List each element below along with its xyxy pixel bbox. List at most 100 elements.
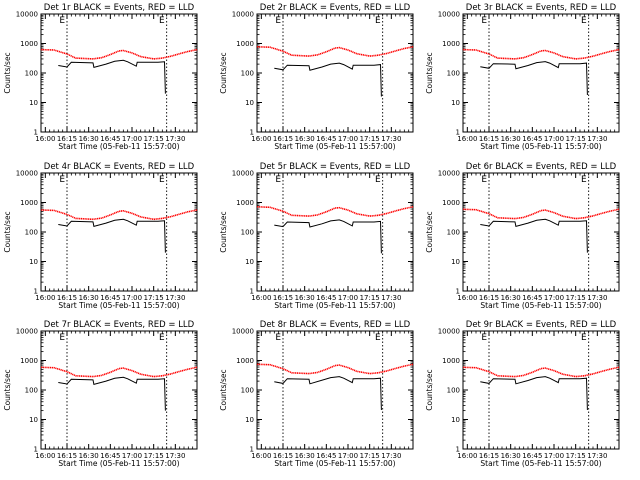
x-tick-label: 16:30: [295, 135, 315, 143]
y-tick-label: 10: [245, 258, 254, 266]
x-tick-label: 17:30: [381, 135, 401, 143]
time-marker-label: E: [581, 175, 587, 185]
y-tick-label: 1: [34, 129, 38, 137]
y-axis-label: Counts/sec: [425, 369, 434, 410]
panel-title: Det 6r BLACK = Events, RED = LLD: [466, 162, 617, 172]
panel-title: Det 8r BLACK = Events, RED = LLD: [260, 320, 411, 330]
x-tick-label: 17:00: [122, 135, 142, 143]
panel-det-4r: Det 4r BLACK = Events, RED = LLD 1 10 100 10…: [3, 162, 198, 310]
x-tick-label: 17:30: [165, 452, 185, 460]
y-tick-label: 100: [447, 387, 460, 395]
x-tick-label: 16:45: [100, 452, 120, 460]
y-tick-label: 100: [25, 229, 38, 237]
y-tick-label: 1000: [20, 199, 38, 207]
y-tick-label: 10000: [16, 11, 38, 19]
x-tick-label: 17:30: [381, 452, 401, 460]
panel-title: Det 2r BLACK = Events, RED = LLD: [260, 3, 411, 13]
y-tick-label: 10: [29, 416, 38, 424]
x-axis-label: Start Time (05-Feb-11 15:57:00): [274, 301, 395, 310]
x-tick-label: 16:30: [501, 452, 521, 460]
y-tick-label: 100: [447, 70, 460, 78]
y-tick-label: 100: [241, 70, 254, 78]
x-tick-label: 17:15: [566, 452, 586, 460]
y-tick-label: 1: [250, 129, 254, 137]
x-tick-label: 17:00: [338, 294, 358, 302]
x-tick-label: 16:45: [316, 294, 336, 302]
y-tick-label: 10000: [16, 328, 38, 336]
x-tick-label: 17:00: [338, 135, 358, 143]
time-marker-label: E: [275, 16, 281, 26]
x-tick-label: 16:00: [35, 294, 55, 302]
y-axis-label: Counts/sec: [3, 211, 12, 252]
x-tick-label: 16:30: [501, 294, 521, 302]
x-tick-label: 16:45: [100, 135, 120, 143]
y-tick-label: 10: [29, 258, 38, 266]
panel-title: Det 5r BLACK = Events, RED = LLD: [260, 162, 411, 172]
panel-det-2r: Det 2r BLACK = Events, RED = LLD 1 10 100 10…: [219, 3, 414, 151]
x-tick-label: 16:30: [501, 135, 521, 143]
x-tick-label: 17:15: [360, 294, 380, 302]
x-tick-label: 17:15: [566, 135, 586, 143]
events-series: [58, 59, 166, 94]
y-tick-label: 100: [25, 70, 38, 78]
x-tick-label: 16:45: [522, 452, 542, 460]
y-tick-label: 1000: [20, 357, 38, 365]
x-tick-label: 16:45: [522, 135, 542, 143]
x-tick-label: 16:00: [35, 135, 55, 143]
panel-det-8r: Det 8r BLACK = Events, RED = LLD 1 10 100 10…: [219, 320, 414, 468]
x-tick-label: 16:45: [522, 294, 542, 302]
x-tick-label: 16:00: [251, 135, 271, 143]
x-tick-label: 17:30: [165, 135, 185, 143]
y-tick-label: 1: [456, 446, 460, 454]
panel-title: Det 1r BLACK = Events, RED = LLD: [44, 3, 195, 13]
x-axis-label: Start Time (05-Feb-11 15:57:00): [58, 142, 179, 151]
y-axis-label: Counts/sec: [425, 52, 434, 93]
x-axis-label: Start Time (05-Feb-11 15:57:00): [274, 142, 395, 151]
time-marker-label: E: [375, 333, 381, 343]
y-tick-label: 1: [250, 288, 254, 296]
y-axis-label: Counts/sec: [219, 211, 228, 252]
y-tick-label: 1: [456, 129, 460, 137]
x-tick-label: 16:00: [35, 452, 55, 460]
y-tick-label: 100: [241, 387, 254, 395]
x-axis-label: Start Time (05-Feb-11 15:57:00): [274, 459, 395, 468]
time-marker-label: E: [581, 16, 587, 26]
x-tick-label: 17:30: [587, 135, 607, 143]
y-tick-label: 10: [245, 416, 254, 424]
plot-frame: [462, 330, 620, 450]
x-axis-label: Start Time (05-Feb-11 15:57:00): [58, 459, 179, 468]
x-tick-label: 16:45: [316, 135, 336, 143]
x-tick-label: 17:00: [338, 452, 358, 460]
time-marker-label: E: [159, 16, 165, 26]
lld-series: [40, 209, 198, 221]
y-tick-label: 1000: [236, 357, 254, 365]
y-tick-label: 10000: [438, 11, 460, 19]
y-tick-label: 100: [25, 387, 38, 395]
x-tick-label: 16:15: [57, 452, 77, 460]
y-tick-label: 1: [250, 446, 254, 454]
lld-series: [40, 366, 198, 378]
panel-det-3r: Det 3r BLACK = Events, RED = LLD 1 10 100 10…: [425, 3, 620, 151]
panel-title: Det 3r BLACK = Events, RED = LLD: [466, 3, 617, 13]
x-tick-label: 16:15: [273, 452, 293, 460]
x-tick-label: 17:00: [544, 452, 564, 460]
y-tick-label: 10: [29, 99, 38, 107]
events-series: [274, 376, 382, 411]
y-axis-label: Counts/sec: [219, 52, 228, 93]
events-series: [58, 218, 166, 253]
time-marker-label: E: [481, 333, 487, 343]
y-tick-label: 1000: [442, 40, 460, 48]
plot-frame: [462, 13, 620, 133]
events-series: [58, 376, 166, 411]
panel-title: Det 4r BLACK = Events, RED = LLD: [44, 162, 195, 172]
x-axis-label: Start Time (05-Feb-11 15:57:00): [480, 142, 601, 151]
y-tick-label: 10000: [438, 170, 460, 178]
x-tick-label: 17:00: [122, 452, 142, 460]
time-marker-label: E: [159, 175, 165, 185]
x-tick-label: 16:00: [457, 135, 477, 143]
y-tick-label: 10: [451, 416, 460, 424]
time-marker-label: E: [159, 333, 165, 343]
x-tick-label: 17:30: [381, 294, 401, 302]
time-marker-label: E: [481, 175, 487, 185]
